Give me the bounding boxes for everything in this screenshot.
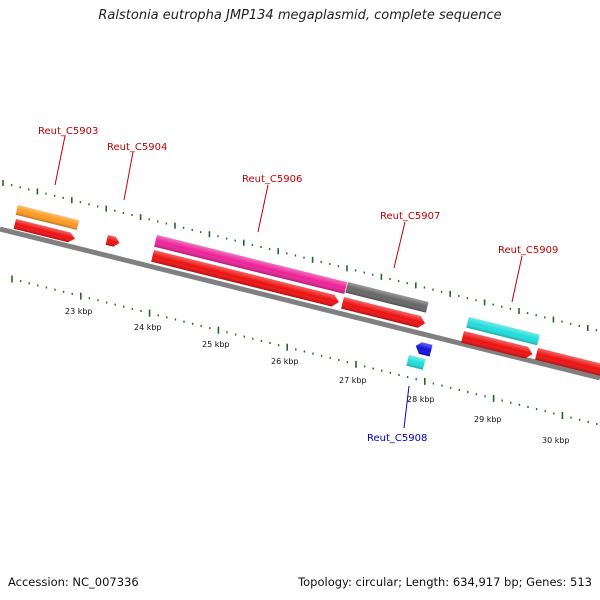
scale-label: 25 kbp [202, 340, 230, 349]
backbone [0, 226, 600, 381]
leader-lines [54, 135, 523, 429]
gene-feature-reut-c5908[interactable] [406, 355, 426, 370]
cds-arrow[interactable] [461, 331, 534, 360]
gene-feature-reut-c5903[interactable] [15, 205, 80, 230]
scale-label: 27 kbp [339, 376, 367, 385]
map-title: Ralstonia eutropha JMP134 megaplasmid, c… [98, 8, 502, 23]
feature-bars [15, 205, 540, 346]
cds-arrow[interactable] [13, 219, 77, 244]
scale-label: 29 kbp [474, 415, 502, 424]
scale-labels: 23 kbp 24 kbp 25 kbp 26 kbp 27 kbp 28 kb… [65, 307, 570, 445]
gene-label-reut-c5904[interactable]: Reut_C5904 [107, 142, 167, 153]
gene-labels: Reut_C5903 Reut_C5904 Reut_C5906 Reut_C5… [38, 126, 558, 444]
gene-label-reut-c5903[interactable]: Reut_C5903 [38, 126, 98, 137]
cds-arrow[interactable] [151, 250, 340, 308]
scale-label: 23 kbp [65, 307, 93, 316]
gene-label-reut-c5907[interactable]: Reut_C5907 [380, 211, 440, 222]
upper-tick-track [2, 180, 598, 332]
reverse-features [406, 341, 433, 370]
cds-arrow[interactable] [535, 348, 600, 378]
gene-label-reut-c5906[interactable]: Reut_C5906 [242, 174, 302, 185]
scale-label: 30 kbp [542, 436, 570, 445]
scale-label: 26 kbp [271, 357, 299, 366]
cds-arrow[interactable] [341, 297, 426, 329]
accession-text: Accession: NC_007336 [8, 575, 139, 589]
gene-feature-reut-c5909[interactable] [466, 317, 540, 346]
cds-arrows [13, 219, 600, 378]
scale-label: 24 kbp [134, 323, 162, 332]
gene-label-reut-c5908[interactable]: Reut_C5908 [367, 433, 427, 444]
gene-feature-reut-c5907[interactable] [345, 282, 429, 313]
cds-arrow[interactable] [105, 235, 121, 248]
gene-label-reut-c5909[interactable]: Reut_C5909 [498, 245, 558, 256]
lower-tick-track [11, 275, 598, 425]
scale-label: 28 kbp [407, 395, 435, 404]
gene-feature-reut-c5906[interactable] [154, 235, 348, 294]
cds-arrow-reverse[interactable] [414, 341, 433, 357]
topology-summary: Topology: circular; Length: 634,917 bp; … [298, 575, 592, 589]
